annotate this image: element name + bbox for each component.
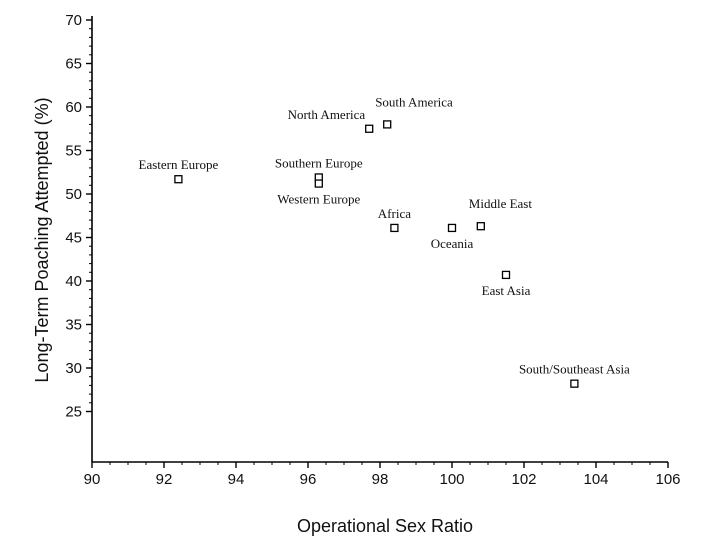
data-label: Eastern Europe xyxy=(139,157,219,172)
x-tick-label: 102 xyxy=(511,471,536,488)
data-label: East Asia xyxy=(482,283,531,298)
y-axis-title: Long-Term Poaching Attempted (%) xyxy=(32,97,52,382)
y-tick-label: 60 xyxy=(65,99,82,116)
axes: 25 30 35 40 45 50 55 60 65 70 90 92 94 96 98 100 102 104 1… xyxy=(65,12,680,488)
data-label: Middle East xyxy=(469,196,533,211)
data-label: North America xyxy=(288,107,366,122)
data-label: Southern Europe xyxy=(275,155,363,170)
x-tick-label: 92 xyxy=(156,471,173,488)
data-point xyxy=(365,124,374,133)
data-label: South America xyxy=(375,94,453,109)
data-label: South/Southeast Asia xyxy=(519,362,630,377)
y-tick-label: 30 xyxy=(65,360,82,377)
data-label: Oceania xyxy=(431,236,474,251)
y-tick-label: 55 xyxy=(65,143,82,160)
data-point xyxy=(314,179,323,188)
x-tick-label: 106 xyxy=(655,471,680,488)
data-point xyxy=(383,120,392,129)
y-tick-label: 65 xyxy=(65,56,82,73)
data-label: Africa xyxy=(378,206,411,221)
y-tick-label: 40 xyxy=(65,273,82,290)
y-tick-label: 70 xyxy=(65,12,82,29)
x-axis-title: Operational Sex Ratio xyxy=(297,516,473,536)
y-tick-label: 45 xyxy=(65,230,82,247)
x-tick-label: 100 xyxy=(439,471,464,488)
x-tick-label: 90 xyxy=(84,471,101,488)
y-tick-label: 25 xyxy=(65,404,82,421)
data-point xyxy=(174,175,183,184)
x-tick-label: 96 xyxy=(300,471,317,488)
data-label: Western Europe xyxy=(277,192,360,207)
x-tick-label: 98 xyxy=(372,471,389,488)
y-tick-label: 50 xyxy=(65,186,82,203)
data-point xyxy=(390,223,399,233)
data-point xyxy=(476,222,485,231)
data-point xyxy=(501,270,511,280)
y-tick-label: 35 xyxy=(65,317,82,334)
x-tick-label: 104 xyxy=(583,471,608,488)
x-tick-label: 94 xyxy=(228,471,245,488)
data-points: Eastern Europe North America South America… xyxy=(139,94,630,388)
data-point xyxy=(447,223,457,233)
data-point xyxy=(570,379,579,388)
